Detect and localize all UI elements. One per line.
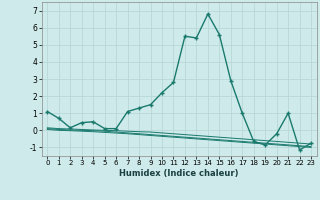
X-axis label: Humidex (Indice chaleur): Humidex (Indice chaleur) — [119, 169, 239, 178]
